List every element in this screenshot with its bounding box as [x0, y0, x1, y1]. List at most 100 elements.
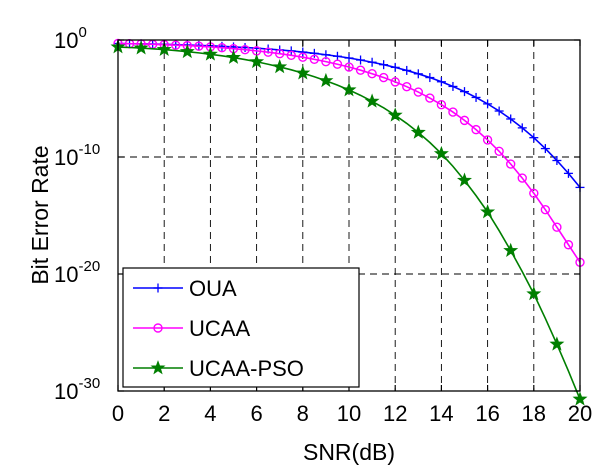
- data-point: [249, 53, 265, 69]
- data-point: [364, 93, 380, 108]
- data-point: [356, 55, 366, 65]
- data-point: [298, 52, 308, 62]
- data-point: [332, 51, 342, 61]
- data-point: [483, 99, 493, 109]
- data-point: [379, 60, 389, 70]
- data-point: [433, 145, 449, 161]
- x-tick-label: 12: [383, 401, 407, 426]
- y-axis-label: Bit Error Rate: [27, 145, 53, 284]
- data-point: [482, 135, 493, 145]
- data-point: [540, 204, 551, 215]
- data-point: [529, 133, 539, 143]
- legend: OUA UCAA UCAA-PSO: [122, 267, 360, 388]
- data-point: [402, 65, 412, 75]
- data-point: [448, 81, 458, 91]
- data-point: [387, 107, 403, 122]
- data-point: [526, 286, 542, 301]
- y-tick-label: 100: [54, 24, 87, 53]
- data-point: [549, 336, 565, 351]
- data-point: [471, 92, 481, 102]
- data-point: [436, 77, 446, 87]
- legend-item-oua: OUA: [133, 276, 237, 301]
- data-point: [503, 242, 519, 257]
- data-point: [344, 62, 354, 72]
- legend-label: OUA: [189, 276, 237, 301]
- data-point: [494, 106, 504, 116]
- data-point: [321, 56, 331, 67]
- data-point: [226, 49, 241, 64]
- data-point: [344, 53, 354, 63]
- y-tick-label: 10-20: [54, 258, 100, 287]
- legend-swatch-marker: [153, 283, 163, 293]
- data-point: [572, 391, 588, 406]
- data-point: [460, 87, 469, 97]
- x-tick-label: 6: [250, 401, 262, 426]
- data-point: [425, 73, 435, 83]
- legend-label: UCAA-PSO: [189, 356, 304, 381]
- data-point: [275, 48, 285, 59]
- x-axis-label: SNR(dB): [303, 439, 395, 465]
- data-point: [332, 59, 343, 69]
- y-tick-label: 10-30: [54, 375, 100, 404]
- y-tick-labels: 100 10-10 10-20 10-30: [54, 24, 100, 404]
- data-point: [413, 87, 423, 97]
- legend-item-ucaa-pso: UCAA-PSO: [133, 356, 304, 381]
- data-point: [286, 50, 296, 61]
- data-point: [425, 93, 435, 103]
- x-tick-label: 20: [568, 401, 592, 426]
- data-point: [459, 115, 470, 126]
- data-point: [552, 156, 562, 166]
- data-point: [506, 159, 516, 169]
- x-tick-label: 4: [204, 401, 216, 426]
- data-point: [367, 57, 377, 67]
- data-point: [217, 43, 227, 53]
- data-point: [563, 168, 573, 178]
- ticks: [117, 39, 581, 392]
- data-point: [517, 173, 527, 183]
- data-point: [552, 222, 562, 232]
- x-tick-label: 18: [522, 401, 546, 426]
- data-point: [133, 40, 149, 55]
- data-point: [413, 69, 423, 79]
- data-point: [436, 100, 447, 110]
- data-point: [517, 123, 527, 133]
- data-point: [480, 204, 496, 219]
- data-point: [390, 77, 400, 87]
- data-point: [355, 65, 366, 75]
- data-point: [410, 124, 426, 139]
- data-point: [309, 54, 320, 65]
- legend-swatch-marker: [153, 323, 163, 333]
- data-point: [390, 62, 400, 72]
- data-point: [263, 47, 273, 57]
- data-point: [179, 43, 195, 59]
- data-point: [367, 68, 377, 79]
- data-point: [494, 146, 504, 156]
- data-point: [506, 114, 516, 124]
- data-point: [156, 41, 172, 56]
- x-tick-labels: 0 2 4 6 8 10 12 14 16 18 20: [112, 401, 592, 426]
- data-point: [471, 124, 481, 135]
- data-point: [457, 172, 472, 187]
- x-tick-label: 10: [337, 401, 361, 426]
- data-point: [240, 45, 250, 55]
- data-point: [171, 40, 181, 50]
- x-tick-label: 14: [429, 401, 453, 426]
- data-point: [202, 46, 218, 61]
- data-point: [295, 65, 311, 80]
- data-point: [298, 47, 308, 57]
- x-tick-label: 8: [297, 401, 309, 426]
- data-point: [318, 72, 334, 88]
- data-point: [563, 240, 574, 250]
- series-ucaa: [113, 38, 585, 267]
- data-point: [402, 81, 412, 92]
- data-point: [378, 72, 389, 83]
- y-tick-label: 10-10: [54, 141, 100, 170]
- x-tick-label: 16: [475, 401, 499, 426]
- legend-item-ucaa: UCAA: [133, 316, 250, 341]
- data-point: [194, 41, 204, 51]
- legend-label: UCAA: [189, 316, 250, 341]
- data-point: [272, 59, 288, 74]
- data-point: [540, 144, 550, 154]
- data-point: [529, 188, 539, 198]
- data-point: [341, 82, 357, 97]
